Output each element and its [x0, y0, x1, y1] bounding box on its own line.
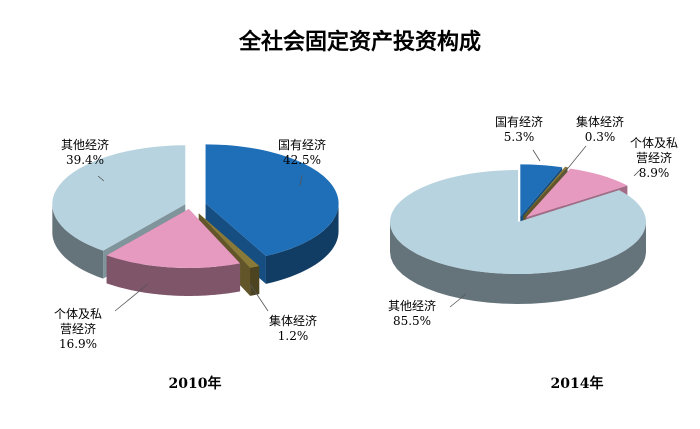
- leader-line-other: [449, 293, 467, 308]
- leader-line-state: [299, 174, 303, 187]
- pie-slice-private: [106, 208, 241, 268]
- slice-label-collective: 集体经济 1.2%: [269, 313, 317, 343]
- pie-caption-2010: 2010年: [169, 375, 222, 392]
- slice-label-other: 其他经济 85.5%: [388, 298, 436, 328]
- slice-label-other: 其他经济 39.4%: [61, 137, 109, 167]
- pie-slice-other: [52, 145, 186, 251]
- pie-slice-other: [389, 170, 646, 275]
- leader-line-other: [97, 175, 105, 182]
- slice-label-collective: 集体经济 0.3%: [576, 114, 624, 144]
- leader-line-private: [114, 283, 149, 312]
- chart-title: 全社会固定资产投资构成: [238, 29, 481, 55]
- slice-label-private: 个体及私营经济 8.9%: [630, 136, 678, 180]
- leader-line-state: [532, 149, 541, 162]
- pie-caption-2014: 2014年: [551, 375, 604, 392]
- slice-label-private: 个体及私营经济 16.9%: [54, 307, 102, 351]
- leader-line-collective: [559, 145, 587, 179]
- pie-slice-collective: [198, 213, 260, 268]
- leader-line-collective: [249, 283, 269, 312]
- slice-label-state: 国有经济 5.3%: [495, 114, 543, 144]
- pie-chart-2010: 国有经济 42.5% 集体经济 1.2% 个体及私营经济 16.9% 其他经济 39.4%: [52, 137, 339, 351]
- pie-slice-private: [526, 168, 628, 218]
- pie-slice-collective: [523, 166, 568, 216]
- slice-label-state: 国有经济 42.5%: [278, 137, 326, 167]
- leader-line-private: [633, 167, 643, 177]
- pie-slice-state: [520, 164, 563, 217]
- pie-slice-state: [205, 144, 339, 256]
- pie-chart-2014: 国有经济 5.3% 集体经济 0.3% 个体及私营经济 8.9% 其他经济 85.5%: [388, 114, 678, 328]
